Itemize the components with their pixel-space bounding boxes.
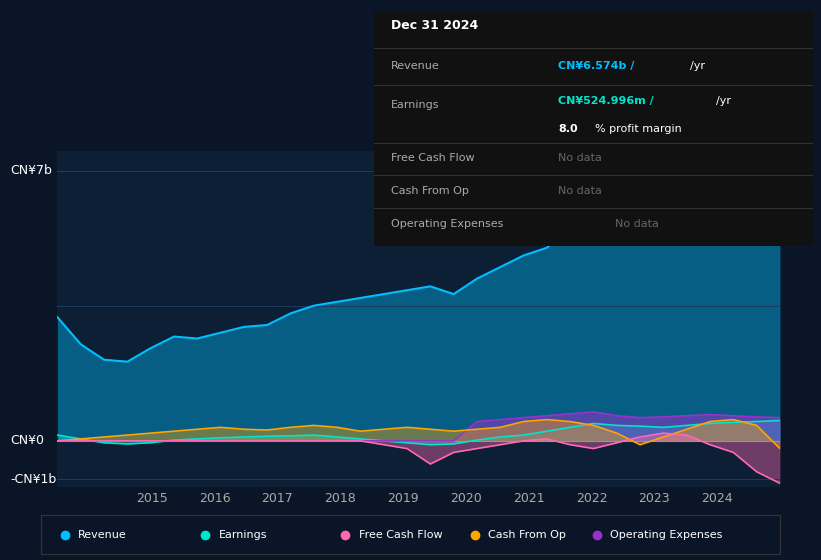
Text: Operating Expenses: Operating Expenses: [610, 530, 722, 540]
Text: % profit margin: % profit margin: [595, 124, 682, 134]
Text: Cash From Op: Cash From Op: [488, 530, 566, 540]
Text: No data: No data: [558, 153, 602, 163]
Text: Cash From Op: Cash From Op: [391, 186, 469, 196]
Text: /yr: /yr: [716, 96, 732, 106]
Text: -CN¥1b: -CN¥1b: [11, 473, 57, 486]
Text: Revenue: Revenue: [391, 62, 440, 72]
Text: Earnings: Earnings: [218, 530, 267, 540]
Text: CN¥524.996m /: CN¥524.996m /: [558, 96, 654, 106]
Text: CN¥0: CN¥0: [11, 435, 44, 447]
Text: No data: No data: [615, 219, 659, 229]
Text: 8.0: 8.0: [558, 124, 578, 134]
Text: Operating Expenses: Operating Expenses: [391, 219, 503, 229]
Text: Dec 31 2024: Dec 31 2024: [391, 19, 479, 32]
Text: CN¥7b: CN¥7b: [11, 164, 53, 177]
Text: CN¥6.574b /: CN¥6.574b /: [558, 62, 635, 72]
Text: No data: No data: [558, 186, 602, 196]
Text: Earnings: Earnings: [391, 100, 439, 110]
Text: Free Cash Flow: Free Cash Flow: [359, 530, 443, 540]
Text: /yr: /yr: [690, 62, 704, 72]
Text: Revenue: Revenue: [78, 530, 126, 540]
Text: Free Cash Flow: Free Cash Flow: [391, 153, 475, 163]
